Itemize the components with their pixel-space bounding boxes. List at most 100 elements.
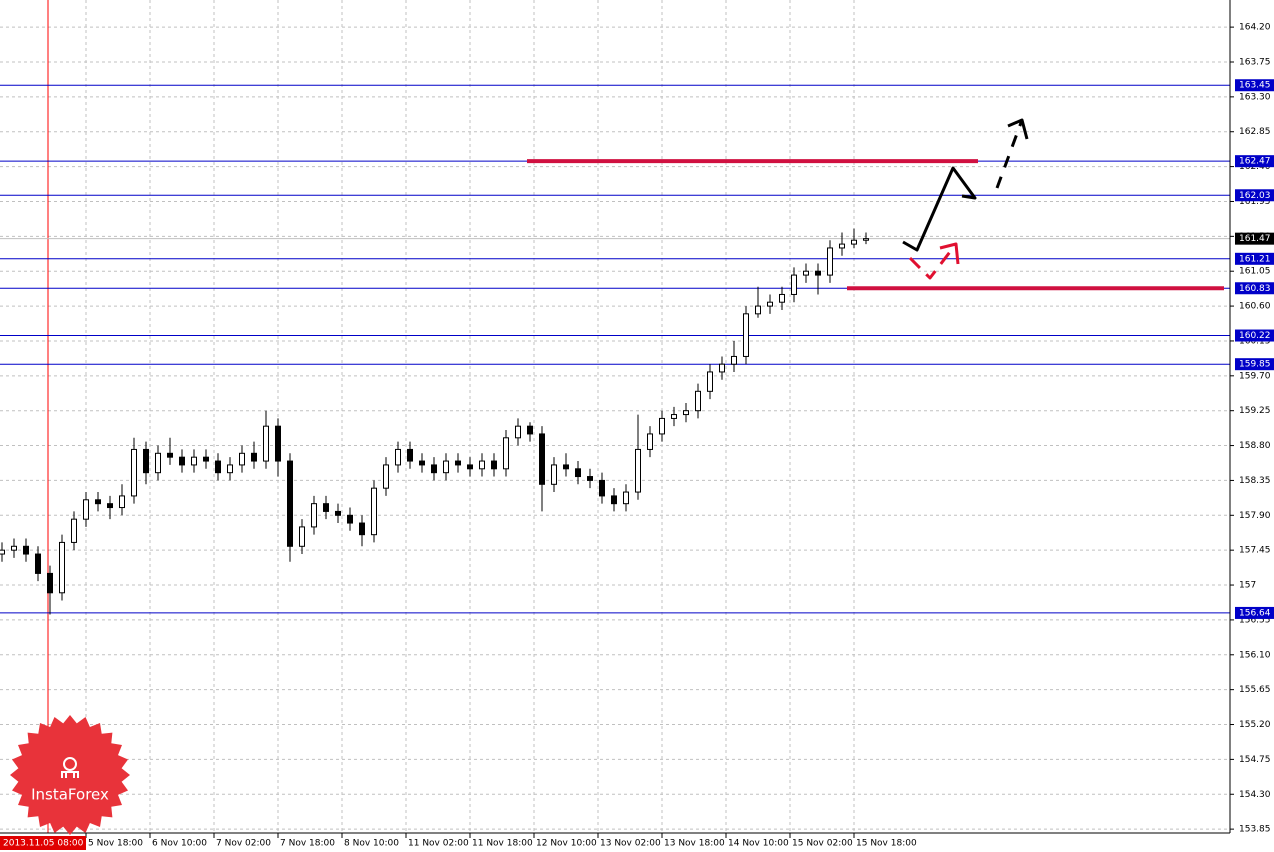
- x-tick-label: 15 Nov 02:00: [792, 839, 853, 849]
- candle-body: [779, 293, 785, 303]
- candle-body: [0, 549, 5, 555]
- level-label: 161.21: [1239, 254, 1271, 264]
- alt-arrowhead: [939, 242, 960, 265]
- watermark: InstaForex: [31, 786, 109, 804]
- candle-body: [623, 491, 629, 505]
- x-tick-label: 5 Nov 18:00: [88, 839, 143, 849]
- candles: [0, 228, 869, 615]
- cursor-label-bg: [0, 836, 86, 850]
- candle-body: [839, 243, 845, 249]
- candle-body: [107, 503, 113, 509]
- grid: [0, 0, 1230, 833]
- x-tick-label: 15 Nov 18:00: [856, 839, 917, 849]
- candle-body: [287, 460, 293, 547]
- y-tick-label: 153.85: [1239, 825, 1271, 835]
- candle-body: [635, 448, 641, 493]
- level-label-bg: [1235, 79, 1274, 92]
- candle-body: [239, 452, 245, 466]
- candle-body: [359, 522, 365, 536]
- levels: [0, 0, 1230, 833]
- y-tick-label: 155.20: [1239, 720, 1271, 730]
- candle-body: [575, 468, 581, 478]
- candle-body: [863, 238, 869, 241]
- x-tick-label: 8 Nov 10:00: [344, 839, 399, 849]
- candle-body: [671, 414, 677, 419]
- y-tick-label: 158.80: [1239, 441, 1271, 451]
- candle-body: [299, 526, 305, 547]
- candle-body: [23, 545, 29, 555]
- candle-body: [611, 495, 617, 505]
- candle-body: [227, 464, 233, 474]
- x-tick-label: 11 Nov 02:00: [408, 839, 469, 849]
- x-tick-label: 6 Nov 10:00: [152, 839, 207, 849]
- price-label-bg: [1235, 232, 1274, 245]
- candle-body: [479, 460, 485, 470]
- candle-body: [371, 487, 377, 536]
- candle-body: [743, 313, 749, 357]
- candle-body: [587, 476, 593, 481]
- candle-body: [179, 456, 185, 466]
- candle-body: [815, 270, 821, 276]
- candle-body: [167, 452, 173, 458]
- candle-body: [599, 479, 605, 497]
- axes: 164.20163.75163.30162.85162.40161.95161.…: [0, 23, 1274, 850]
- candle-body: [431, 464, 437, 474]
- candle-body: [419, 460, 425, 466]
- candle-body: [203, 456, 209, 462]
- candle-body: [347, 514, 353, 524]
- level-label-bg: [1235, 252, 1274, 265]
- candle-body: [95, 499, 101, 505]
- candle-body: [407, 448, 413, 462]
- candle-body: [143, 448, 149, 474]
- candle-body: [383, 464, 389, 489]
- forecast-arrowhead: [1007, 118, 1029, 140]
- candle-body: [395, 448, 401, 466]
- cursor-label: 2013.11.05 08:00: [3, 839, 84, 849]
- level-label-bg: [1235, 189, 1274, 202]
- candle-body: [35, 553, 41, 574]
- candle-body: [71, 518, 77, 543]
- candle-body: [467, 464, 473, 470]
- level-label: 160.22: [1239, 331, 1271, 341]
- x-tick-label: 14 Nov 10:00: [728, 839, 789, 849]
- level-label-bg: [1235, 329, 1274, 342]
- y-tick-label: 160.60: [1239, 302, 1271, 312]
- candle-body: [275, 425, 281, 462]
- candle-body: [827, 247, 833, 276]
- candle-body: [695, 390, 701, 412]
- y-tick-label: 161.05: [1239, 267, 1271, 277]
- x-tick-label: 13 Nov 18:00: [664, 839, 725, 849]
- y-tick-label: 157.90: [1239, 511, 1271, 521]
- level-label: 162.47: [1239, 157, 1271, 167]
- candle-body: [215, 460, 221, 474]
- candle-body: [47, 572, 53, 594]
- alt-arrow: [908, 243, 958, 280]
- x-tick-label: 13 Nov 02:00: [600, 839, 661, 849]
- y-tick-label: 164.20: [1239, 23, 1271, 33]
- y-tick-label: 154.30: [1239, 790, 1271, 800]
- y-tick-label: 157.45: [1239, 546, 1271, 556]
- candle-body: [443, 460, 449, 474]
- candle-body: [659, 417, 665, 435]
- level-label-bg: [1235, 155, 1274, 168]
- candle-body: [59, 541, 65, 594]
- candle-body: [11, 545, 17, 551]
- price-label: 161.47: [1239, 234, 1271, 244]
- candle-body: [335, 510, 341, 516]
- forecast-arrow: [902, 166, 977, 252]
- candle-body: [563, 464, 569, 470]
- level-label: 162.03: [1239, 191, 1271, 201]
- level-label-bg: [1235, 282, 1274, 295]
- y-tick-label: 159.25: [1239, 406, 1271, 416]
- y-tick-label: 162.85: [1239, 127, 1271, 137]
- candle-body: [539, 433, 545, 485]
- y-tick-label: 158.35: [1239, 476, 1271, 486]
- level-label: 163.45: [1239, 81, 1271, 91]
- forecast-arrows: [902, 118, 1029, 280]
- x-tick-label: 12 Nov 10:00: [536, 839, 597, 849]
- x-tick-label: 11 Nov 18:00: [472, 839, 533, 849]
- candle-body: [731, 355, 737, 365]
- level-label-bg: [1235, 358, 1274, 371]
- y-tick-label: 154.75: [1239, 755, 1271, 765]
